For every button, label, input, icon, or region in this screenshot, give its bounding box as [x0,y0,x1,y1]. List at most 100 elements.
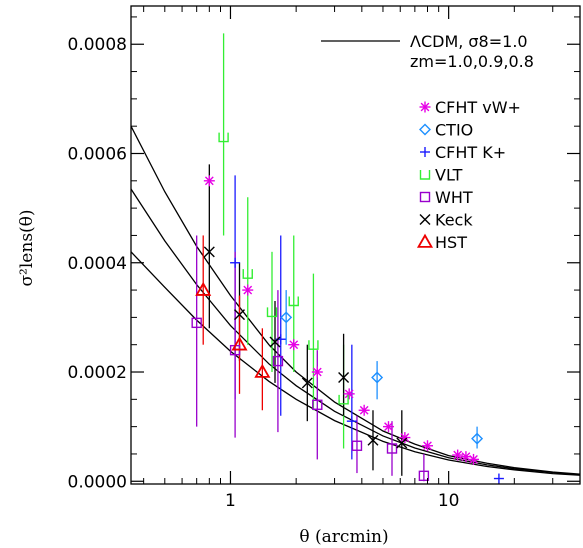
marker-ctio-3 [471,432,484,445]
legend-marker-hst [416,233,434,248]
marker-vlt-1-shape [218,132,229,143]
model-legend-line1: ΛCDM, σ8=1.0 [410,32,528,51]
marker-vlt-2 [242,269,253,279]
marker-hst-2 [231,336,248,351]
marker-keck-2-d2 [234,309,245,321]
legend-marker-wht-shape [419,191,431,203]
marker-ctio-2-shape [371,371,384,384]
legend-label-cfht-vw: CFHT vW+ [435,98,521,117]
legend-marker-ctio-shape [419,123,431,136]
marker-hst-2-shape [231,336,248,351]
marker-cfht-vw-6-stroke [359,405,369,415]
marker-keck-1 [203,246,215,258]
marker-keck-6 [367,434,379,446]
marker-vlt-6-shape [338,394,349,405]
y-tick-label-5: 0.0008 [68,35,127,55]
marker-wht-1 [191,317,202,329]
legend-marker-keck-d2 [419,214,431,225]
marker-vlt-3-shape [266,307,278,318]
marker-wht-1-shape [191,317,202,329]
marker-vlt-4 [288,296,299,307]
model-curves [130,125,581,476]
marker-keck-5 [338,371,350,383]
legend-marker-cfht-vw [419,101,431,113]
marker-wht-7 [418,470,430,482]
marker-cfht-vw-3-stroke [289,340,299,350]
marker-keck-7-d2 [396,437,408,449]
marker-cfht-vw-9 [422,440,434,452]
legend-marker-keck [419,214,431,225]
marker-cfht-vw-5 [343,388,355,400]
model-legend-line2: zm=1.0,0.9,0.8 [410,52,534,71]
marker-cfht-k-3 [346,416,357,427]
marker-cfht-vw-6 [358,404,370,416]
data-markers [191,132,504,484]
marker-wht-5 [351,440,363,451]
legend: CFHT vW+ CTIO CFHT K+ VLT WHT Keck HST [321,40,521,252]
x-tick-label-2: 10 [438,491,460,511]
marker-keck-5-d2 [338,371,350,383]
model-curve-3 [130,251,581,476]
model-curve-2 [130,188,581,476]
marker-keck-2 [234,309,245,321]
marker-wht-4-shape [312,399,323,410]
x-axis-label: θ (arcmin) [299,527,388,547]
plot-frame [130,5,581,485]
marker-keck-1-d2 [203,246,215,258]
marker-wht-6 [386,443,398,454]
y-tick-label-2: 0.0002 [68,363,127,383]
marker-cfht-vw-2 [242,284,254,296]
marker-cfht-vw-8 [399,432,411,444]
legend-marker-cfht-vw-stroke [420,102,430,112]
marker-hst-1 [195,281,212,296]
model-curve-1 [130,125,581,475]
marker-keck-4 [301,377,313,389]
marker-cfht-vw-1-stroke [204,176,214,186]
marker-cfht-vw-12 [468,453,480,465]
marker-ctio-1 [280,311,293,324]
marker-keck-7 [396,437,408,449]
marker-cfht-vw-3 [288,339,300,351]
marker-cfht-vw-11 [460,451,472,463]
marker-cfht-vw-4 [311,366,323,378]
legend-label-cfht-k: CFHT K+ [435,143,506,162]
legend-marker-wht [419,191,431,203]
legend-label-ctio: CTIO [435,121,473,140]
marker-cfht-k-1 [230,257,241,268]
marker-hst-1-shape [195,281,212,296]
legend-marker-cfht-k [420,147,430,157]
marker-wht-7-shape [418,470,430,482]
marker-vlt-1 [218,132,229,143]
marker-cfht-vw-1 [203,175,215,187]
marker-vlt-2-shape [242,269,253,279]
marker-wht-6-shape [386,443,398,454]
marker-cfht-vw-11-stroke [461,452,471,462]
legend-marker-vlt [419,170,431,180]
marker-keck-3 [269,336,281,348]
x-tick-label-1: 1 [225,491,236,511]
marker-cfht-vw-10-stroke [453,450,463,460]
marker-wht-3 [272,355,284,367]
marker-keck-4-d2 [301,377,313,389]
axes: 0.0000 0.0002 0.0004 0.0006 0.0008 1 10 [68,5,581,511]
marker-wht-5-shape [351,440,363,451]
marker-vlt-5-shape [308,340,319,350]
marker-cfht-k-4 [493,473,504,484]
legend-marker-vlt-shape [419,170,431,180]
legend-label-vlt: VLT [435,166,463,185]
marker-wht-4 [312,399,323,410]
legend-label-wht: WHT [435,188,473,207]
legend-label-hst: HST [435,233,467,252]
marker-ctio-1-shape [280,311,293,324]
marker-cfht-vw-2-stroke [243,285,253,295]
marker-cfht-vw-12-stroke [469,455,478,464]
legend-marker-hst-shape [416,233,434,248]
legend-marker-ctio [419,123,431,136]
marker-cfht-vw-10 [452,449,464,461]
y-tick-label-3: 0.0004 [68,254,127,274]
marker-hst-3 [254,363,271,378]
y-axis-label: σ²lens(θ) [17,209,37,286]
y-tick-label-1: 0.0000 [68,472,127,492]
marker-cfht-vw-9-stroke [423,441,432,451]
